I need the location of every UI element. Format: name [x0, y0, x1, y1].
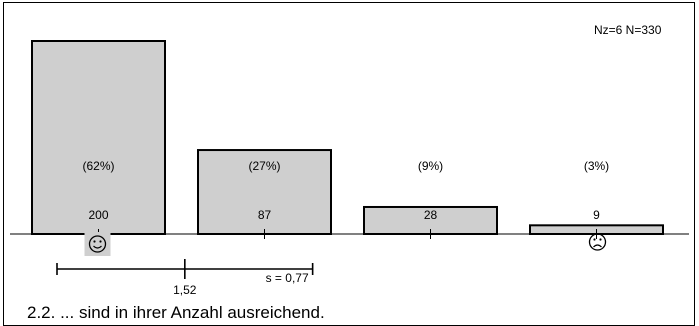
frowning-face-icon: [588, 233, 607, 251]
percent-label: (62%): [82, 159, 114, 173]
bar-2: [197, 149, 332, 235]
value-label: 28: [424, 208, 438, 222]
bar-1: [31, 40, 166, 235]
smiley-face-icon: [84, 232, 111, 256]
question-text: 2.2. ... sind in ihrer Anzahl ausreichen…: [27, 303, 325, 322]
n-label: Nz=6 N=330: [594, 23, 662, 37]
value-label: 9: [593, 208, 600, 222]
percent-label: (3%): [584, 159, 609, 173]
value-label: 200: [88, 208, 108, 222]
percent-label: (9%): [418, 159, 443, 173]
value-label: 87: [258, 208, 272, 222]
sd-label: s = 0,77: [266, 271, 309, 285]
percent-label: (27%): [248, 159, 280, 173]
mean-label: 1,52: [173, 283, 197, 297]
